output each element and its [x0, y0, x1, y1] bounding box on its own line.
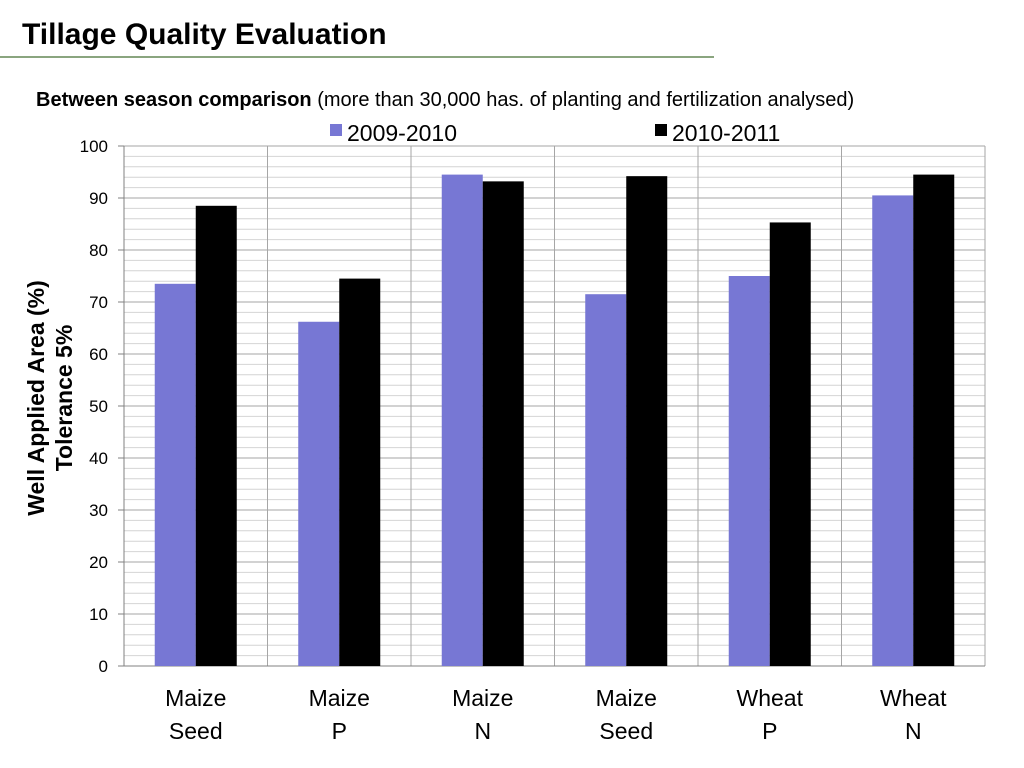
bar-2009-2010: [298, 321, 340, 666]
chart-subtitle: Between season comparison (more than 30,…: [36, 89, 854, 112]
x-category-label: Maize N: [452, 685, 513, 744]
bar-2010-2011: [195, 205, 237, 667]
y-tick-label: 70: [89, 293, 108, 312]
legend-swatch: [655, 124, 667, 136]
title-divider: [0, 56, 714, 58]
subtitle-bold: Between season comparison: [36, 89, 312, 111]
y-tick-label: 10: [89, 605, 108, 624]
x-category-label: Maize Seed: [596, 685, 657, 744]
y-tick-label: 40: [89, 449, 108, 468]
x-category-label: Maize P: [309, 685, 370, 744]
bar-2009-2010: [728, 276, 770, 666]
legend-label: 2010-2011: [672, 120, 780, 146]
bar-2009-2010: [441, 174, 483, 666]
bar-2010-2011: [339, 278, 381, 666]
y-tick-label: 30: [89, 501, 108, 520]
slide-title: Tillage Quality Evaluation: [22, 18, 387, 51]
y-tick-label: 100: [80, 137, 108, 156]
subtitle-rest: (more than 30,000 has. of planting and f…: [311, 89, 855, 111]
x-category-label: Wheat N: [880, 685, 947, 744]
bar-2010-2011: [769, 222, 811, 666]
x-category-label: Maize Seed: [165, 685, 226, 744]
legend-swatch: [330, 124, 342, 136]
y-axis-title: Well Applied Area (%)Tolerance 5%: [23, 280, 77, 516]
y-tick-label: 90: [89, 189, 108, 208]
bar-2010-2011: [482, 181, 524, 667]
bar-2009-2010: [872, 195, 914, 666]
y-tick-label: 20: [89, 553, 108, 572]
bar-2009-2010: [154, 283, 196, 666]
x-category-label: Wheat P: [737, 685, 804, 744]
legend-label: 2009-2010: [347, 120, 457, 146]
bar-2009-2010: [585, 294, 627, 666]
y-tick-label: 80: [89, 241, 108, 260]
bar-2010-2011: [626, 176, 668, 666]
y-tick-label: 0: [99, 657, 108, 676]
y-tick-label: 50: [89, 397, 108, 416]
y-tick-label: 60: [89, 345, 108, 364]
bar-2010-2011: [913, 174, 955, 666]
